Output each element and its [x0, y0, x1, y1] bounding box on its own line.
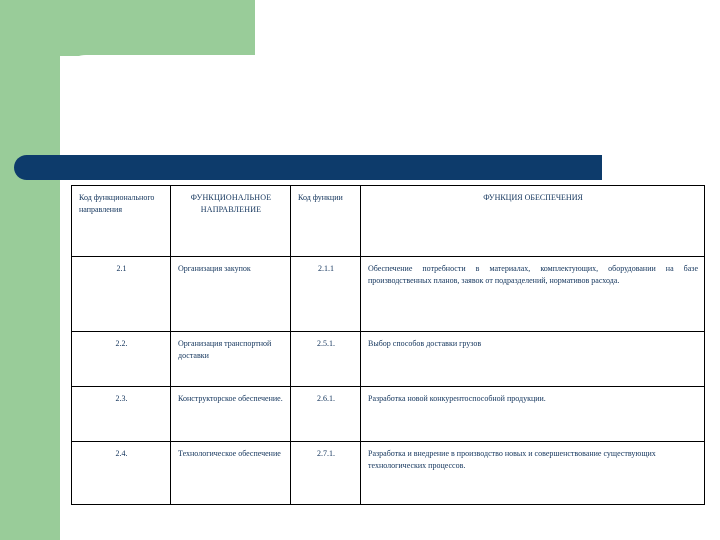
column-header-support-function: ФУНКЦИЯ ОБЕСПЕЧЕНИЯ: [360, 185, 705, 257]
column-header-functional-direction: ФУНКЦИОНАЛЬНОЕ НАПРАВЛЕНИЕ: [170, 185, 291, 257]
cell-direction-code: 2.1: [71, 256, 171, 332]
cell-function-code: 2.6.1.: [290, 386, 361, 442]
table-row: 2.1 Организация закупок 2.1.1 Обеспечени…: [71, 256, 705, 332]
cell-function-code: 2.1.1: [290, 256, 361, 332]
table-row: 2.3. Конструкторское обеспечение. 2.6.1.…: [71, 386, 705, 442]
cell-direction-name: Технологическое обеспечение: [170, 441, 291, 505]
table-body: 2.1 Организация закупок 2.1.1 Обеспечени…: [71, 256, 705, 505]
cell-function-description: Разработка новой конкурентоспособной про…: [360, 386, 705, 442]
cell-direction-name: Организация закупок: [170, 256, 291, 332]
table-row: 2.4. Технологическое обеспечение 2.7.1. …: [71, 441, 705, 505]
cell-function-description: Выбор способов доставки грузов: [360, 331, 705, 387]
cell-direction-code: 2.4.: [71, 441, 171, 505]
cell-direction-code: 2.3.: [71, 386, 171, 442]
column-header-function-code: Код функции: [290, 185, 361, 257]
cell-direction-code: 2.2.: [71, 331, 171, 387]
table-header-row: Код функционального направления ФУНКЦИОН…: [71, 185, 705, 257]
cell-function-description: Разработка и внедрение в производство но…: [360, 441, 705, 505]
green-left-strip: [0, 0, 60, 540]
cell-function-code: 2.5.1.: [290, 331, 361, 387]
column-header-code-direction: Код функционального направления: [71, 185, 171, 257]
cell-direction-name: Конструкторское обеспечение.: [170, 386, 291, 442]
cell-function-description: Обеспечение потребности в материалах, ко…: [360, 256, 705, 332]
table-row: 2.2. Организация транспортной доставки 2…: [71, 331, 705, 387]
cell-function-code: 2.7.1.: [290, 441, 361, 505]
function-table-container: Код функционального направления ФУНКЦИОН…: [71, 185, 705, 505]
cell-direction-name: Организация транспортной доставки: [170, 331, 291, 387]
table-header: Код функционального направления ФУНКЦИОН…: [71, 185, 705, 257]
function-table: Код функционального направления ФУНКЦИОН…: [71, 185, 705, 505]
title-bar: [14, 155, 602, 180]
